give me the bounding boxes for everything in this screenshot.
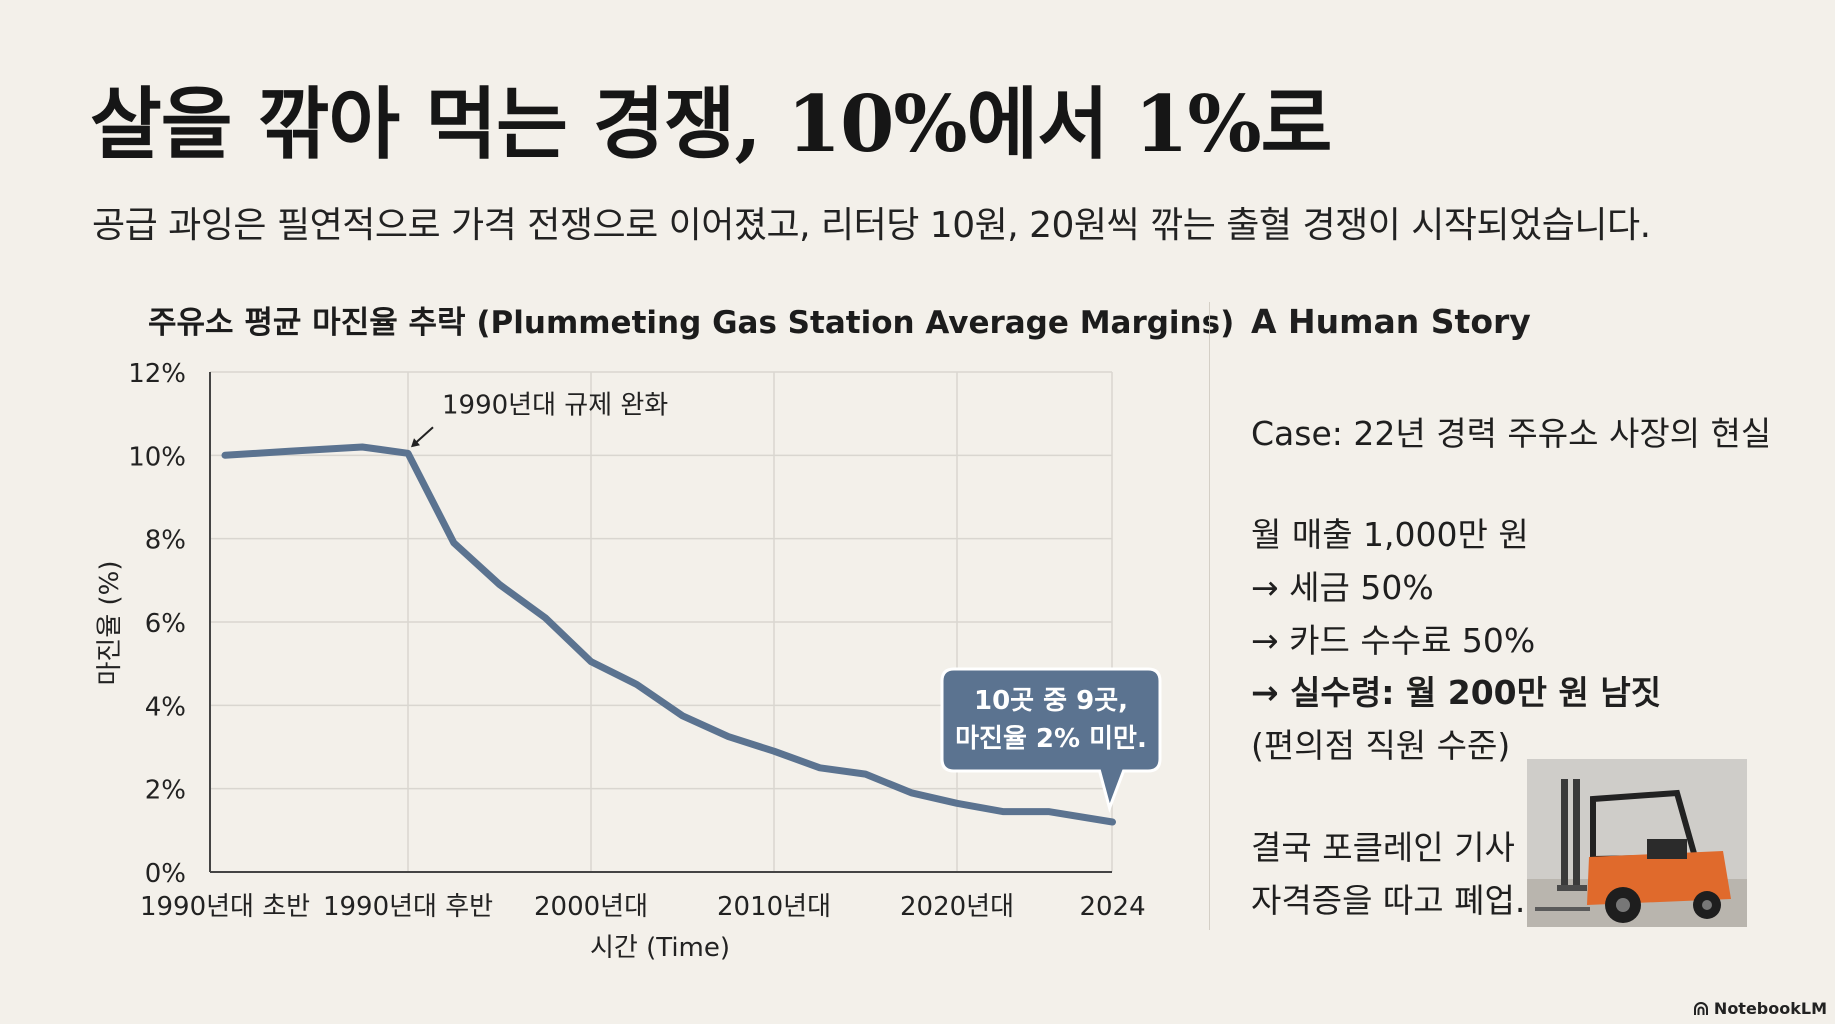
annotation-arrowhead — [411, 438, 420, 448]
chart-axes — [209, 372, 1112, 873]
chart-title: 주유소 평균 마진율 추락 (Plummeting Gas Station Av… — [148, 305, 1234, 341]
slide-title: 살을 깎아 먹는 경쟁, 10%에서 1%로 — [90, 79, 1332, 170]
forklift-photo — [1527, 759, 1747, 927]
story-heading: A Human Story — [1251, 302, 1531, 341]
callout-text-line: 마진율 2% 미만. — [955, 724, 1147, 754]
y-tick-label: 8% — [145, 526, 186, 556]
story-case: Case: 22년 경력 주유소 사장의 현실 — [1251, 414, 1772, 453]
story-line-comparison: (편의점 직원 수준) — [1251, 726, 1511, 765]
annotations: 1990년대 규제 완화 10곳 중 9곳, 마진율 2% 미만. — [411, 390, 1162, 813]
y-tick-label: 12% — [128, 359, 186, 389]
column-divider — [1209, 302, 1210, 930]
y-tick-labels: 0% 2% 4% 6% 8% 10% 12% — [128, 359, 186, 889]
slide-subtitle: 공급 과잉은 필연적으로 가격 전쟁으로 이어졌고, 리터당 10원, 20원씩… — [92, 205, 1651, 246]
story-ending-line-1: 결국 포클레인 기사 — [1251, 828, 1515, 867]
x-tick-label: 2020년대 — [900, 892, 1014, 922]
series-layer — [221, 443, 1116, 826]
y-tick-label: 6% — [145, 609, 186, 639]
story-line-card-fee: → 카드 수수료 50% — [1251, 621, 1536, 660]
callout-text-line: 10곳 중 9곳, — [974, 686, 1128, 716]
x-axis-label: 시간 (Time) — [590, 933, 730, 963]
x-tick-label: 2024 — [1079, 892, 1145, 922]
callout-bubble — [940, 667, 1162, 813]
notebooklm-footer: NotebookLM — [1693, 999, 1827, 1018]
chart-grid — [210, 371, 1113, 872]
x-tick-label: 1990년대 초반 — [140, 892, 310, 922]
y-tick-label: 2% — [145, 776, 186, 806]
annotation-deregulation: 1990년대 규제 완화 — [442, 390, 668, 420]
x-tick-label: 2000년대 — [534, 892, 648, 922]
notebooklm-logo-icon — [1693, 1001, 1708, 1015]
margin-line-chart: 주유소 평균 마진율 추락 (Plummeting Gas Station Av… — [95, 305, 1234, 963]
y-tick-label: 4% — [145, 692, 186, 722]
x-tick-label: 2010년대 — [717, 892, 831, 922]
y-axis-label: 마진율 (%) — [95, 560, 125, 685]
story-line-net-income: → 실수령: 월 200만 원 남짓 — [1251, 673, 1662, 712]
y-tick-label: 0% — [145, 859, 186, 889]
x-tick-label: 1990년대 후반 — [323, 892, 493, 922]
y-tick-label: 10% — [128, 442, 186, 472]
x-tick-labels: 1990년대 초반 1990년대 후반 2000년대 2010년대 2020년대 2024 — [140, 892, 1146, 922]
story-ending-line-2: 자격증을 따고 폐업. — [1251, 881, 1526, 920]
story-line-tax: → 세금 50% — [1251, 568, 1434, 607]
story-line-revenue: 월 매출 1,000만 원 — [1251, 515, 1529, 554]
brand-name: NotebookLM — [1713, 999, 1827, 1018]
